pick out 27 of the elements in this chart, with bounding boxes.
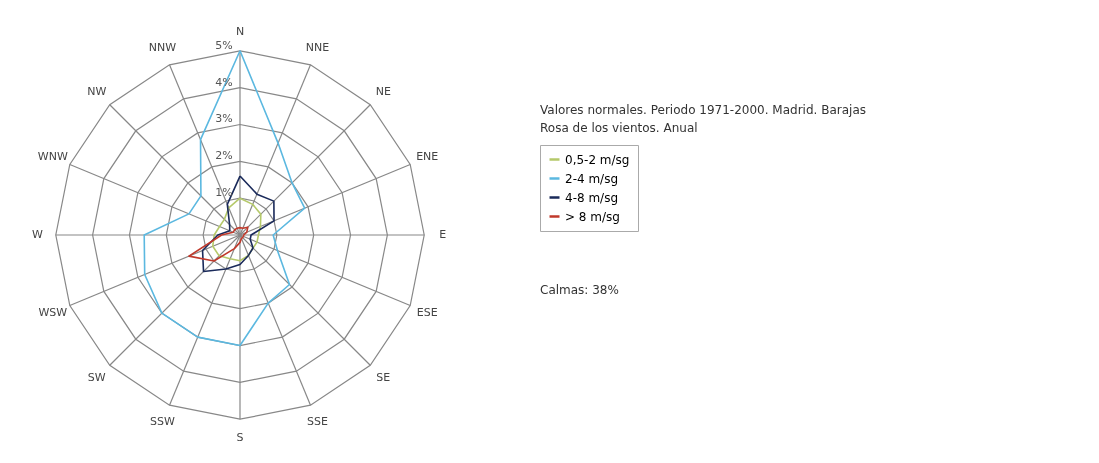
spoke-label: NNW [148, 40, 177, 54]
text: Rosa de los vientos. Anual [540, 121, 698, 135]
legend-label: 2-4 m/sg [565, 171, 619, 186]
spoke-label: E [439, 228, 447, 241]
spoke-label: SSE [307, 415, 329, 429]
spoke-label: W [31, 228, 43, 241]
y-tick-label: 1% [215, 186, 233, 200]
legend-label: 4-8 m/sg [565, 190, 619, 205]
spoke-label: ENE [416, 150, 439, 164]
spoke-label: WNW [37, 150, 68, 164]
y-tick-label: 3% [215, 112, 233, 126]
text: Calmas: 38% [540, 283, 619, 297]
text: Valores normales. Periodo 1971-2000. Madrid. Barajas [540, 103, 866, 117]
legend-label: > 8 m/sg [565, 209, 620, 224]
legend-label: 0,5-2 m/sg [565, 152, 630, 167]
spoke-label: NE [375, 84, 391, 98]
spoke-label: NW [87, 84, 107, 98]
spoke-label: NNE [305, 40, 330, 54]
spoke-label: ESE [416, 305, 438, 319]
spoke-label: SW [87, 371, 106, 385]
y-tick-label: 2% [215, 149, 233, 163]
spoke-label: SE [376, 371, 391, 385]
spoke-label: S [236, 430, 244, 444]
spoke-label: SSW [150, 415, 175, 429]
y-tick-label: 5% [215, 38, 233, 52]
spoke-label: WSW [38, 305, 68, 319]
spoke-label: N [235, 25, 245, 39]
